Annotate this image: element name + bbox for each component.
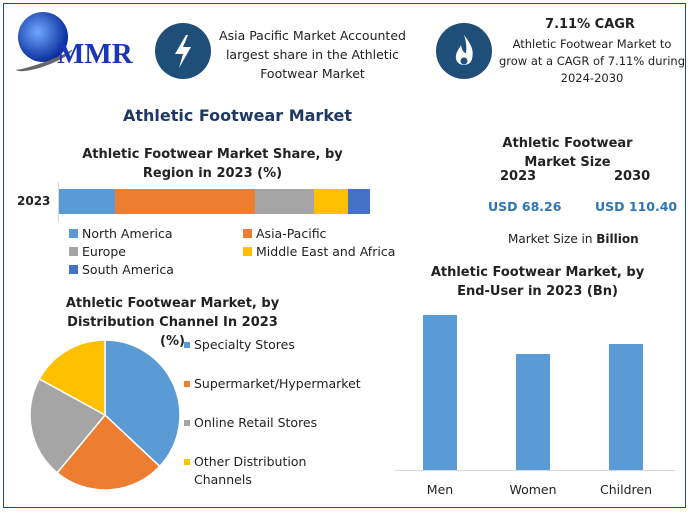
size-year-2023: 2023 <box>500 169 537 184</box>
bar-children <box>609 344 643 470</box>
axis-line <box>58 182 59 222</box>
x-tick-label: Men <box>426 482 454 497</box>
bar-segment-south-america <box>348 189 370 214</box>
legend-label: Middle East and Africa <box>256 244 396 259</box>
bar-segment-asia-pacific <box>114 189 255 214</box>
pie-slice-supermarket-hypermarket <box>56 413 161 491</box>
pie-legend-item: Other Distribution Channels <box>184 453 319 489</box>
flame-icon <box>436 23 492 79</box>
mmr-logo: MMR <box>13 12 133 76</box>
size-title: Athletic Footwear Market Size <box>502 136 633 170</box>
legend-item: Asia-Pacific <box>243 226 326 241</box>
legend-swatch <box>184 459 190 465</box>
legend-swatch <box>243 247 252 256</box>
bar-segment-middle-east-and-africa <box>313 189 349 214</box>
legend-swatch <box>184 381 190 387</box>
region-year-label: 2023 <box>17 194 51 208</box>
legend-label: Other Distribution Channels <box>194 454 307 487</box>
size-note-unit: Billion <box>596 232 639 246</box>
x-tick-label: Children <box>599 482 652 497</box>
legend-item: South America <box>69 262 174 277</box>
legend-label: Europe <box>82 244 126 259</box>
legend-label: Asia-Pacific <box>256 226 327 241</box>
stacked-bar <box>59 189 370 214</box>
pie-slice-online-retail-stores <box>29 377 107 474</box>
size-year-2030: 2030 <box>614 169 651 184</box>
bar-women <box>516 353 550 470</box>
frame <box>3 3 686 508</box>
pie-chart <box>29 339 181 491</box>
channel-chart-title: Athletic Footwear Market, by Distributio… <box>65 296 280 349</box>
bar-segment-north-america <box>59 189 115 214</box>
x-axis <box>395 470 675 471</box>
x-tick-label: Women <box>509 482 557 497</box>
bar-men <box>423 315 457 470</box>
pie-slice-other-distribution-channels <box>38 339 106 417</box>
pie-legend-item: Specialty Stores <box>184 336 319 354</box>
size-value-2030: USD 110.40 <box>595 199 678 214</box>
bar-segment-europe <box>254 189 314 214</box>
legend-item: Europe <box>69 244 126 259</box>
legend-swatch <box>184 342 190 348</box>
cagr-text: Athletic Footwear Market to grow at a CA… <box>498 37 686 85</box>
pie-legend-item: Supermarket/Hypermarket <box>184 375 361 393</box>
lightning-icon <box>155 23 211 79</box>
legend-swatch <box>69 247 78 256</box>
region-chart-title: Athletic Footwear Market Share, by Regio… <box>82 147 343 181</box>
legend-item: North America <box>69 226 173 241</box>
legend-swatch <box>69 229 78 238</box>
legend-swatch <box>243 229 252 238</box>
cagr-title: 7.11% CAGR <box>545 17 635 32</box>
legend-label: Online Retail Stores <box>194 415 318 430</box>
legend-label: Specialty Stores <box>194 337 295 352</box>
legend-label: North America <box>82 226 173 241</box>
size-note-prefix: Market Size in <box>508 232 597 246</box>
legend-item: Middle East and Africa <box>243 244 395 259</box>
size-value-2023: USD 68.26 <box>488 199 562 214</box>
enduser-chart-title: Athletic Footwear Market, by End-User in… <box>430 265 645 299</box>
main-title: Athletic Footwear Market <box>122 106 353 125</box>
pie-legend-item: Online Retail Stores <box>184 414 319 432</box>
highlight-text: Asia Pacific Market Accounted largest sh… <box>219 28 406 81</box>
size-note: Market Size in Billion <box>508 232 639 246</box>
legend-label: Supermarket/Hypermarket <box>194 376 361 391</box>
pie-slice-specialty-stores <box>104 339 181 468</box>
legend-label: South America <box>82 262 174 277</box>
legend-swatch <box>184 420 190 426</box>
legend-swatch <box>69 265 78 274</box>
